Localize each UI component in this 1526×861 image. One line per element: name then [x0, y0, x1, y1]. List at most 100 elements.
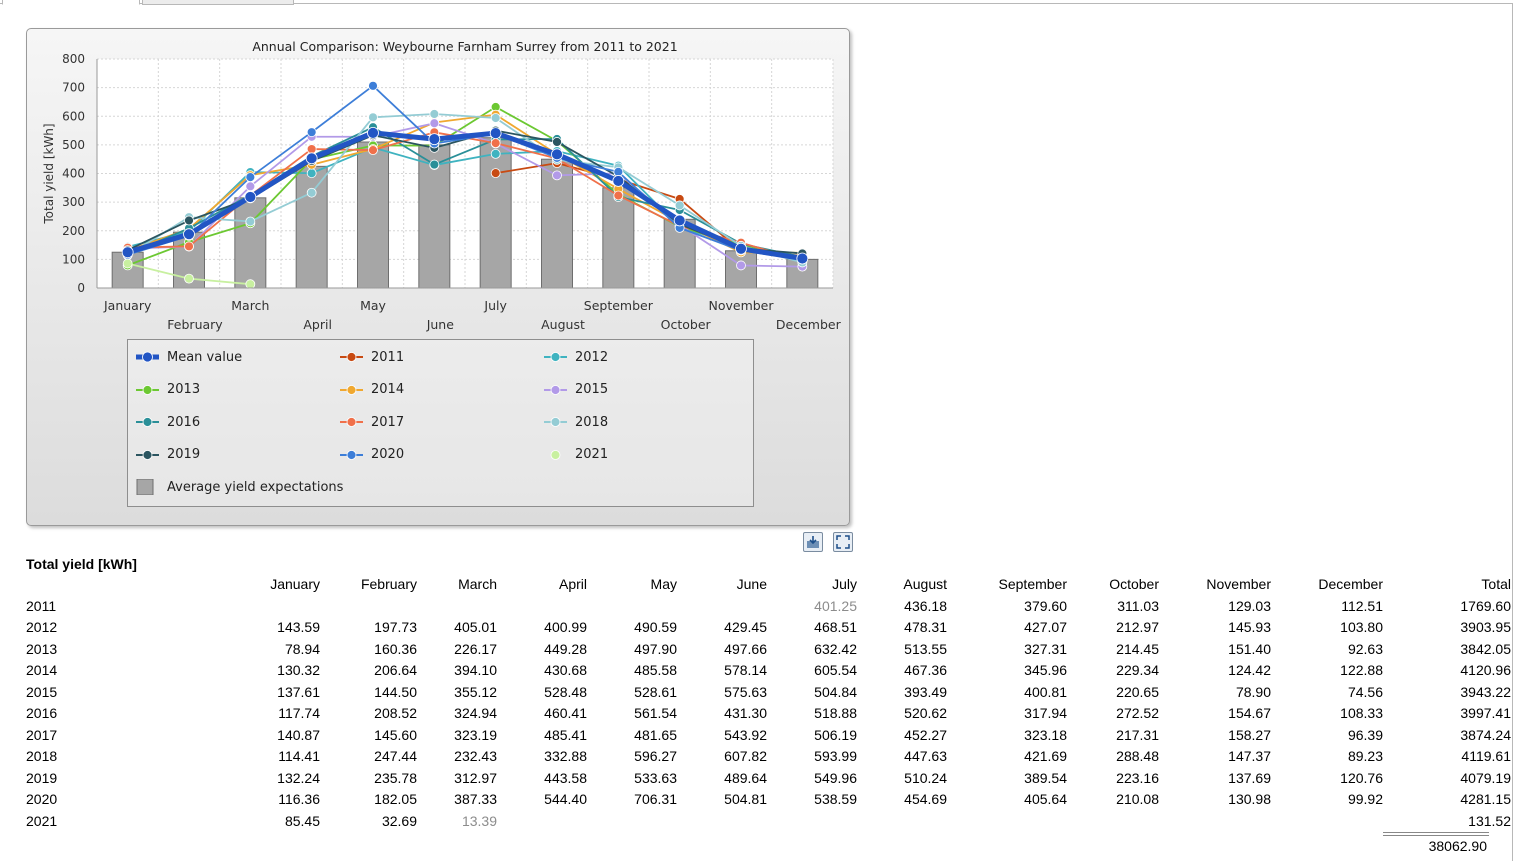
legend-line-swatch [136, 351, 159, 363]
export-icon[interactable] [803, 532, 823, 552]
yield-cell: 596.27 [634, 748, 677, 765]
series-point [306, 168, 317, 179]
yield-cell: 92.63 [1347, 640, 1383, 657]
row-year: 2019 [26, 769, 58, 786]
legend-item[interactable]: 2021 [543, 444, 608, 466]
mean-value-point [489, 127, 502, 140]
row-total: 3943.22 [1460, 683, 1511, 700]
yield-cell: 112.51 [1341, 597, 1383, 614]
legend-label: 2018 [575, 414, 609, 430]
yield-cell: 467.36 [904, 662, 947, 679]
mean-value-point [305, 152, 318, 165]
yield-cell: 513.55 [904, 640, 947, 657]
row-year: 2014 [26, 662, 58, 679]
yield-cell: 520.62 [904, 705, 947, 722]
legend-item[interactable]: 2013 [135, 379, 200, 401]
mean-value-point [796, 252, 809, 265]
x-tick-label: January [103, 298, 152, 313]
table-row: 2011 401.25 436.18 379.60 311.03 129.03 112.51… [26, 595, 1511, 617]
yield-cell: 312.97 [454, 769, 497, 786]
y-tick-label: 600 [62, 109, 85, 123]
yield-cell: 114.41 [278, 748, 320, 765]
yield-cell: 405.01 [454, 619, 497, 636]
yield-cell [587, 810, 677, 832]
yield-cell: 497.66 [724, 640, 767, 657]
yield-cell: 449.28 [544, 640, 587, 657]
series-point [429, 159, 440, 170]
series-point [490, 148, 501, 159]
yield-cell: 78.90 [1235, 683, 1271, 700]
y-axis-label: Total yield [kWh] [42, 123, 56, 224]
legend-item[interactable]: 2018 [543, 411, 608, 433]
legend-item[interactable]: 2019 [135, 444, 200, 466]
legend-item[interactable]: 2020 [339, 444, 404, 466]
legend-item[interactable]: 2015 [543, 379, 608, 401]
yield-cell: 137.61 [277, 683, 320, 700]
legend-item[interactable]: 2011 [339, 346, 404, 368]
yield-cell: 400.81 [1024, 683, 1067, 700]
yield-cell: 543.92 [724, 726, 767, 743]
yield-expectation-bar [602, 187, 635, 289]
yield-cell: 151.40 [1228, 640, 1271, 657]
yield-cell: 528.61 [634, 683, 677, 700]
row-year: 2021 [26, 812, 58, 829]
table-row: 2019 132.24 235.78 312.97 443.58 533.63 489.64… [26, 767, 1511, 789]
yield-cell: 137.69 [1228, 769, 1271, 786]
yield-cell: 518.88 [814, 705, 857, 722]
yield-cell: 220.65 [1116, 683, 1159, 700]
legend-item[interactable]: 2017 [339, 411, 404, 433]
yield-cell: 124.42 [1228, 662, 1271, 679]
yield-cell: 478.31 [904, 619, 947, 636]
yield-cell: 421.69 [1024, 748, 1067, 765]
series-point [122, 258, 133, 269]
yield-cell: 108.33 [1340, 705, 1383, 722]
yield-cell: 99.92 [1347, 791, 1383, 808]
header-september: September [998, 576, 1067, 592]
yield-cell: 210.08 [1116, 791, 1159, 808]
yield-cell: 431.30 [724, 705, 767, 722]
yield-cell: 226.17 [454, 640, 497, 657]
legend-label: 2012 [575, 349, 609, 365]
legend-line-swatch [136, 384, 159, 395]
yield-cell: 232.43 [454, 748, 497, 765]
row-total: 3842.05 [1460, 640, 1511, 657]
legend-label: 2013 [167, 382, 201, 397]
fullscreen-icon[interactable] [833, 532, 853, 552]
legend-line-swatch [544, 352, 567, 362]
legend-item[interactable]: 2012 [543, 346, 608, 368]
tab-bar-line [0, 3, 1512, 4]
x-tick-label: October [661, 317, 712, 332]
x-tick-label: May [360, 298, 386, 313]
header-april: April [558, 576, 587, 592]
y-tick-label: 800 [62, 52, 85, 66]
series-point [490, 138, 501, 149]
series-point [368, 112, 378, 123]
yield-cell: 208.52 [374, 705, 417, 722]
x-tick-label: November [708, 298, 774, 313]
legend-item[interactable]: 2014 [339, 379, 404, 401]
tab-active[interactable] [2, 0, 140, 5]
series-point [245, 181, 256, 192]
series-point [306, 187, 317, 198]
yield-cell: 549.96 [814, 769, 857, 786]
yield-cell: 132.24 [277, 769, 320, 786]
yield-cell [587, 595, 677, 617]
legend-item[interactable]: Mean value [135, 346, 242, 368]
legend-label: 2017 [371, 414, 405, 430]
legend-item[interactable]: 2016 [135, 411, 200, 433]
yield-cell [497, 810, 587, 832]
legend-item[interactable]: Average yield expectations [135, 476, 343, 498]
yield-cell: 393.49 [904, 683, 947, 700]
row-total: 4119.61 [1461, 748, 1511, 765]
row-total: 1769.60 [1460, 597, 1511, 614]
yield-cell: 506.19 [814, 726, 857, 743]
yield-cell: 160.36 [374, 640, 417, 657]
yield-cell: 485.58 [634, 662, 677, 679]
x-tick-label: April [303, 317, 332, 332]
tab-inactive[interactable] [142, 0, 294, 5]
row-total: 3903.95 [1460, 619, 1511, 636]
yield-cell [947, 810, 1067, 832]
yield-cell [767, 810, 857, 832]
mean-value-point [735, 242, 747, 255]
yield-cell: 143.59 [277, 619, 320, 636]
